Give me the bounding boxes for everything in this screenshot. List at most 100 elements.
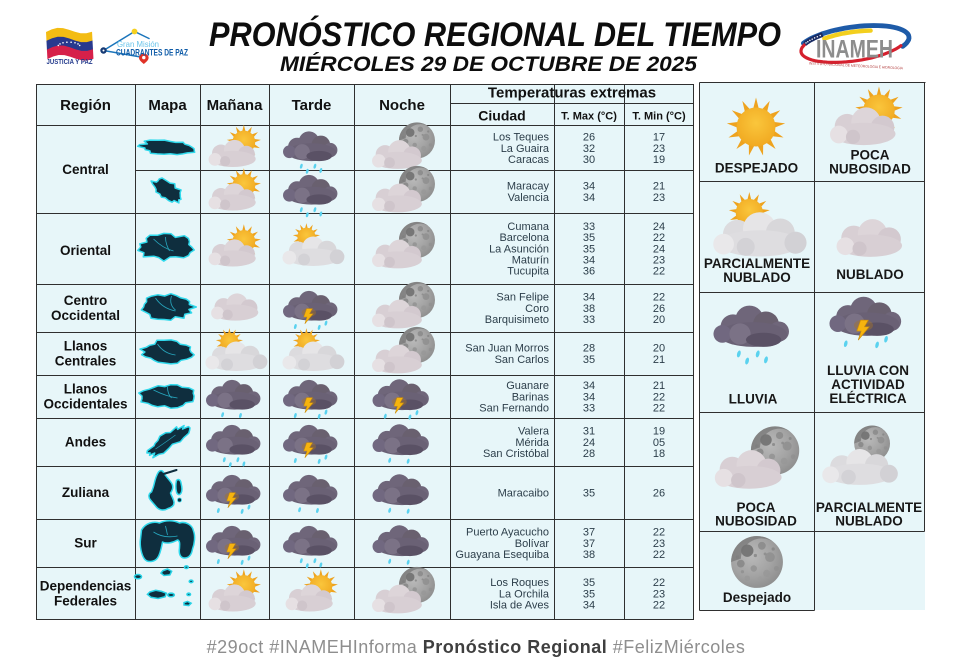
svg-text:LLUVIA: LLUVIA	[729, 392, 778, 407]
svg-text:Región: Región	[60, 97, 111, 114]
svg-text:20: 20	[653, 343, 665, 355]
svg-text:Caracas: Caracas	[508, 154, 549, 166]
svg-text:35: 35	[583, 487, 595, 499]
svg-text:23: 23	[653, 143, 665, 155]
svg-text:Occidental: Occidental	[51, 308, 120, 323]
svg-text:28: 28	[583, 448, 595, 460]
svg-text:18: 18	[653, 448, 665, 460]
svg-text:24: 24	[653, 243, 665, 255]
svg-text:Central: Central	[62, 162, 109, 177]
svg-text:22: 22	[653, 403, 665, 415]
svg-text:Ciudad: Ciudad	[478, 108, 525, 124]
svg-text:21: 21	[653, 380, 665, 392]
svg-text:38: 38	[583, 303, 595, 315]
svg-text:23: 23	[653, 255, 665, 267]
svg-text:Llanos: Llanos	[64, 339, 108, 354]
svg-text:30: 30	[583, 154, 595, 166]
svg-text:La Orchila: La Orchila	[499, 588, 550, 600]
svg-text:Valera: Valera	[518, 426, 550, 438]
svg-text:Los Roques: Los Roques	[490, 577, 549, 589]
svg-text:Zuliana: Zuliana	[62, 485, 110, 500]
svg-text:36: 36	[583, 266, 595, 278]
svg-text:33: 33	[583, 403, 595, 415]
svg-text:38: 38	[583, 549, 595, 561]
svg-text:Tucupita: Tucupita	[507, 266, 550, 278]
svg-text:POCA: POCA	[736, 500, 775, 515]
svg-text:28: 28	[583, 343, 595, 355]
svg-text:La Guaira: La Guaira	[501, 143, 550, 155]
svg-text:Valencia: Valencia	[508, 192, 550, 204]
svg-text:35: 35	[583, 354, 595, 366]
svg-text:34: 34	[583, 380, 595, 392]
svg-text:PRONÓSTICO REGIONAL DEL TIEMPO: PRONÓSTICO REGIONAL DEL TIEMPO	[209, 16, 781, 54]
svg-text:Sur: Sur	[74, 536, 97, 551]
svg-text:32: 32	[583, 143, 595, 155]
svg-text:23: 23	[653, 192, 665, 204]
svg-text:MIÉRCOLES 29 DE OCTUBRE DE 202: MIÉRCOLES 29 DE OCTUBRE DE 2025	[280, 53, 697, 76]
svg-text:34: 34	[583, 292, 595, 304]
svg-text:20: 20	[653, 314, 665, 326]
svg-text:Federales: Federales	[54, 594, 117, 609]
svg-text:Dependencias: Dependencias	[40, 579, 132, 594]
svg-text:ELÉCTRICA: ELÉCTRICA	[829, 391, 907, 406]
svg-text:22: 22	[653, 527, 665, 539]
svg-text:Andes: Andes	[65, 435, 106, 450]
svg-text:Cumana: Cumana	[507, 221, 549, 233]
svg-text:Bolívar: Bolívar	[515, 538, 550, 550]
svg-text:35: 35	[583, 588, 595, 600]
svg-text:31: 31	[583, 426, 595, 438]
svg-text:34: 34	[583, 600, 595, 612]
svg-text:CUADRANTES DE PAZ: CUADRANTES DE PAZ	[116, 48, 188, 59]
svg-text:21: 21	[653, 181, 665, 193]
svg-text:22: 22	[653, 232, 665, 244]
svg-text:34: 34	[583, 255, 595, 267]
svg-text:San Carlos: San Carlos	[495, 354, 550, 366]
svg-text:INAMEH: INAMEH	[816, 36, 893, 64]
svg-text:Coro: Coro	[525, 303, 549, 315]
svg-text:24: 24	[583, 437, 595, 449]
svg-text:37: 37	[583, 538, 595, 550]
svg-text:T. Max (°C): T. Max (°C)	[561, 111, 617, 123]
svg-text:33: 33	[583, 221, 595, 233]
svg-text:San Fernando: San Fernando	[479, 403, 549, 415]
svg-text:24: 24	[653, 221, 665, 233]
svg-text:Centrales: Centrales	[55, 354, 117, 369]
svg-text:19: 19	[653, 426, 665, 438]
svg-text:37: 37	[583, 527, 595, 539]
svg-text:Los Teques: Los Teques	[493, 132, 550, 144]
svg-text:23: 23	[653, 538, 665, 550]
svg-text:INSTITUTO NACIONAL DE METEOROL: INSTITUTO NACIONAL DE METEOROLOGIA E HID…	[809, 62, 904, 71]
svg-text:PARCIALMENTE: PARCIALMENTE	[816, 500, 922, 515]
svg-text:26: 26	[653, 303, 665, 315]
svg-text:Maracay: Maracay	[507, 181, 550, 193]
svg-text:22: 22	[653, 549, 665, 561]
svg-text:Guanare: Guanare	[506, 380, 549, 392]
svg-text:35: 35	[583, 232, 595, 244]
svg-text:Centro: Centro	[64, 293, 108, 308]
svg-text:26: 26	[653, 487, 665, 499]
svg-text:Barinas: Barinas	[512, 391, 550, 403]
svg-text:NUBOSIDAD: NUBOSIDAD	[715, 514, 797, 529]
svg-text:21: 21	[653, 354, 665, 366]
svg-text:San Juan Morros: San Juan Morros	[465, 343, 549, 355]
svg-text:#29oct #INAMEHInforma Pronósti: #29oct #INAMEHInforma Pronóstico Regiona…	[207, 637, 746, 657]
svg-text:35: 35	[583, 243, 595, 255]
svg-text:Llanos: Llanos	[64, 382, 108, 397]
svg-text:Maracaibo: Maracaibo	[498, 487, 549, 499]
svg-text:POCA: POCA	[850, 148, 889, 163]
svg-text:Despejado: Despejado	[723, 590, 791, 605]
svg-text:Barquisimeto: Barquisimeto	[485, 314, 549, 326]
svg-text:Oriental: Oriental	[60, 243, 111, 258]
svg-text:Isla de Aves: Isla de Aves	[490, 600, 550, 612]
svg-text:22: 22	[653, 577, 665, 589]
svg-text:Guayana Esequiba: Guayana Esequiba	[455, 549, 549, 561]
svg-text:Mañana: Mañana	[207, 97, 264, 114]
svg-text:34: 34	[583, 391, 595, 403]
svg-text:Gran Misión: Gran Misión	[117, 39, 159, 49]
svg-text:33: 33	[583, 314, 595, 326]
svg-text:Maturín: Maturín	[512, 255, 549, 267]
svg-text:Noche: Noche	[379, 97, 425, 114]
svg-text:NUBLADO: NUBLADO	[835, 514, 903, 529]
svg-text:19: 19	[653, 154, 665, 166]
svg-text:JUSTICIA Y PAZ: JUSTICIA Y PAZ	[47, 59, 94, 66]
